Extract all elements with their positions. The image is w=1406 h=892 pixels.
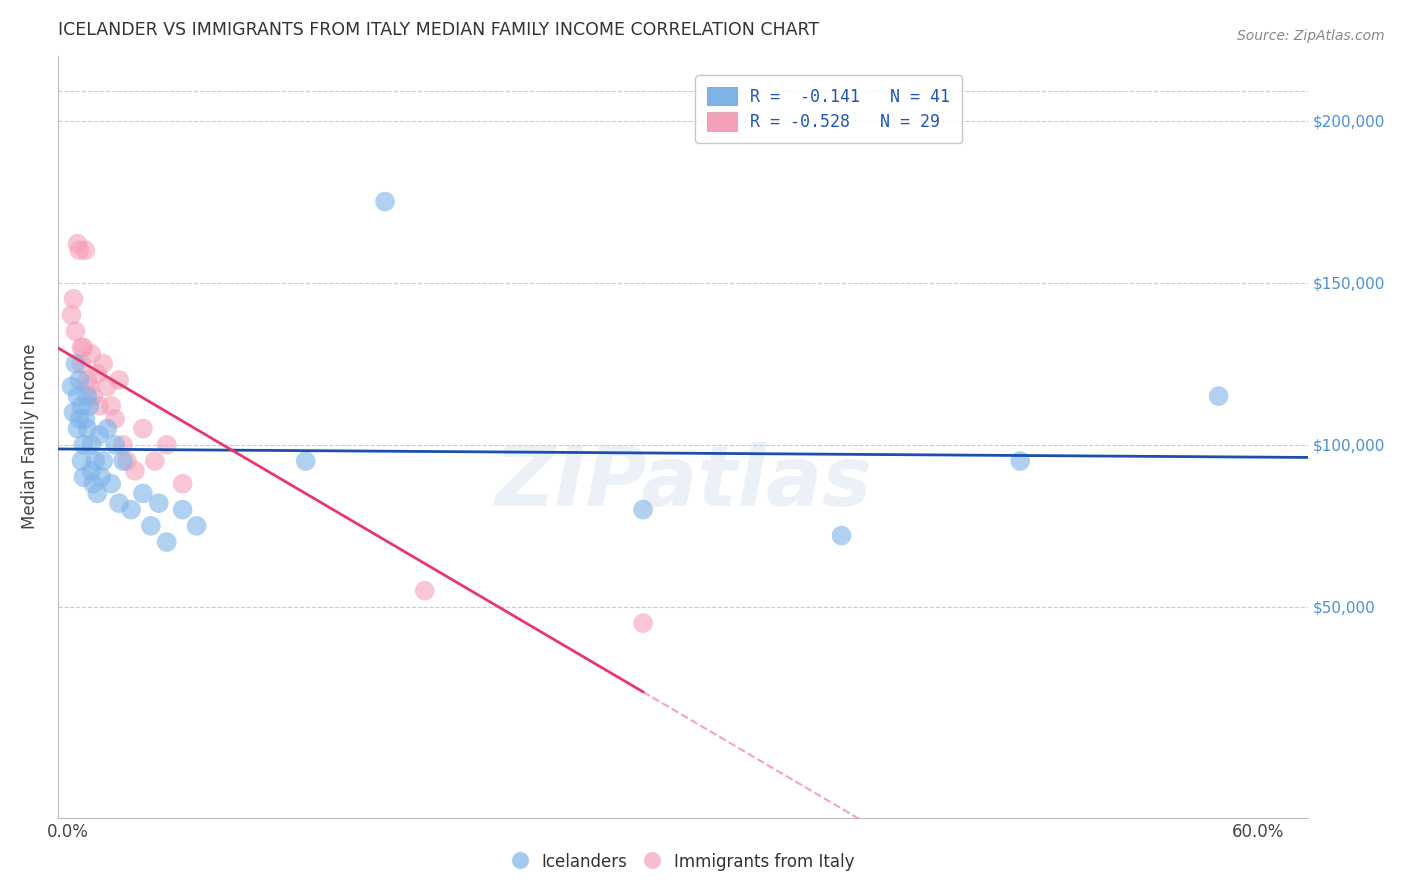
Point (66, 389, 89, 403)
Point (65, 357, 87, 371)
Point (631, 502, 654, 516)
Point (139, 519, 162, 533)
Point (104, 412, 127, 426)
Point (62, 292, 84, 306)
Point (79, 379, 101, 393)
Point (413, 583, 436, 598)
Point (70, 341, 93, 355)
Point (84, 454, 107, 468)
Point (148, 496, 170, 510)
Point (86, 486, 108, 500)
Point (76, 421, 98, 435)
Point (156, 438, 179, 452)
Point (67, 244, 90, 258)
Point (631, 616, 654, 631)
Point (72, 341, 94, 355)
Point (115, 454, 138, 468)
Point (79, 399, 101, 413)
Point (91, 454, 114, 468)
Point (112, 438, 135, 452)
Point (82, 476, 104, 491)
Point (831, 528, 853, 542)
Point (70, 399, 93, 413)
Point (374, 194, 396, 209)
Point (80, 347, 103, 361)
Point (1208, 389, 1230, 403)
Point (100, 476, 122, 491)
Text: ICELANDER VS IMMIGRANTS FROM ITALY MEDIAN FAMILY INCOME CORRELATION CHART: ICELANDER VS IMMIGRANTS FROM ITALY MEDIA… (58, 21, 818, 39)
Point (132, 486, 155, 500)
Point (90, 470, 112, 484)
Point (80, 438, 103, 452)
Point (72, 438, 94, 452)
Point (104, 438, 127, 452)
Point (76, 389, 98, 403)
Text: ZIPatlas: ZIPatlas (494, 442, 872, 523)
Point (156, 535, 179, 549)
Point (186, 519, 208, 533)
Point (89, 428, 111, 442)
Point (124, 464, 146, 478)
Point (108, 496, 131, 510)
Point (60, 379, 83, 393)
Point (60, 308, 83, 322)
Point (75, 244, 97, 258)
Point (132, 421, 155, 435)
Point (75, 412, 97, 426)
Point (62, 405, 84, 419)
Point (80, 464, 103, 478)
Point (65, 324, 87, 338)
Point (96, 421, 118, 435)
Point (76, 373, 98, 387)
Y-axis label: Median Family Income: Median Family Income (21, 344, 39, 530)
Point (67, 412, 90, 426)
Point (70, 357, 93, 371)
Point (143, 454, 166, 468)
Point (89, 399, 111, 413)
Text: Source: ZipAtlas.com: Source: ZipAtlas.com (1237, 29, 1385, 43)
Point (1010, 454, 1032, 468)
Point (112, 454, 135, 468)
Point (91, 357, 114, 371)
Point (70, 454, 93, 468)
Point (82, 389, 104, 403)
Point (72, 470, 94, 484)
Point (96, 379, 118, 393)
Point (67, 373, 90, 387)
Point (108, 373, 131, 387)
Point (86, 367, 108, 381)
Point (100, 399, 122, 413)
Point (172, 476, 194, 491)
Legend: Icelanders, Immigrants from Italy: Icelanders, Immigrants from Italy (505, 847, 860, 878)
Point (294, 454, 316, 468)
Point (120, 502, 142, 516)
Point (66, 421, 89, 435)
Point (66, 236, 89, 251)
Point (172, 502, 194, 516)
